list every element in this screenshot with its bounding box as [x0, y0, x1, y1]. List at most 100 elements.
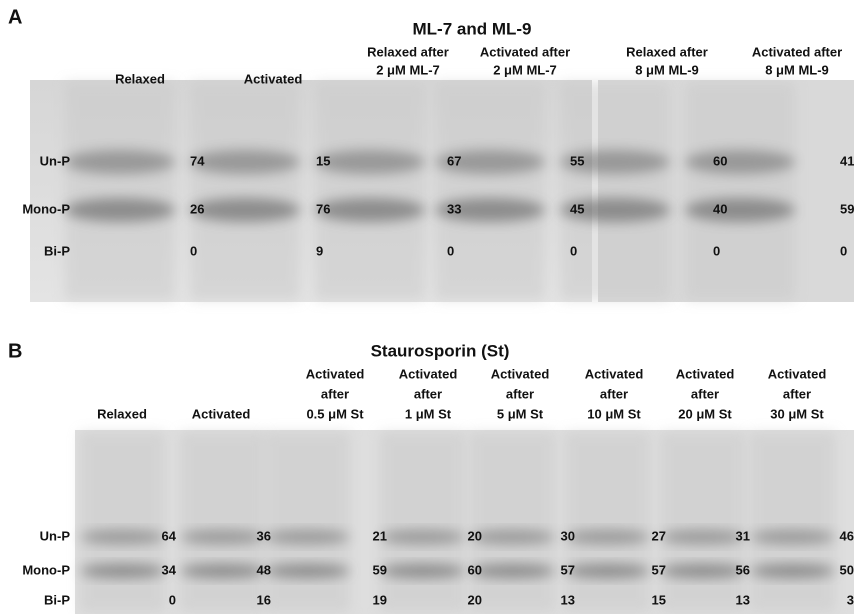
- panel-title: Staurosporin (St): [371, 341, 510, 360]
- gel-band: [750, 530, 835, 544]
- gel-band: [265, 564, 350, 578]
- gel-band: [265, 530, 350, 544]
- gel-lane: [315, 82, 425, 300]
- percentage: 13: [561, 592, 575, 607]
- row-label: Un-P: [40, 528, 71, 543]
- gel-lane: [565, 432, 650, 612]
- lane-header: after: [414, 386, 442, 401]
- panel-label: A: [8, 6, 22, 28]
- gel-band: [380, 530, 465, 544]
- lane-header: 30 μM St: [770, 406, 824, 421]
- gel-band: [190, 150, 300, 174]
- gel-band: [65, 198, 175, 222]
- percentage: 0: [570, 243, 577, 258]
- percentage: 15: [316, 153, 330, 168]
- percentage: 0: [169, 592, 176, 607]
- gel-lane: [380, 432, 465, 612]
- lane-header: Activated: [491, 366, 550, 381]
- percentage: 57: [561, 562, 575, 577]
- row-label: Un-P: [40, 153, 71, 168]
- lane-header: 10 μM St: [587, 406, 641, 421]
- lane-header: Relaxed after: [367, 44, 449, 59]
- row-label: Mono-P: [22, 201, 70, 216]
- gel-band: [660, 564, 745, 578]
- percentage: 0: [447, 243, 454, 258]
- percentage: 67: [447, 153, 461, 168]
- percentage: 13: [736, 592, 750, 607]
- gel-lane: [470, 432, 555, 612]
- percentage: 60: [468, 562, 482, 577]
- percentage: 64: [162, 528, 177, 543]
- gel-lane: [660, 432, 745, 612]
- lane-header: after: [600, 386, 628, 401]
- lane-header: Activated: [768, 366, 827, 381]
- lane-header: after: [691, 386, 719, 401]
- gel-band: [315, 150, 425, 174]
- lane-header: 2 μM ML-7: [493, 62, 557, 77]
- lane-header: after: [321, 386, 349, 401]
- lane-header: Relaxed: [115, 71, 165, 86]
- gel-lane: [560, 82, 670, 300]
- lane-header: Activated after: [752, 44, 842, 59]
- percentage: 16: [257, 592, 271, 607]
- gel-lane: [180, 432, 265, 612]
- gel-band: [470, 564, 555, 578]
- gel-band: [565, 564, 650, 578]
- gel-lane: [65, 82, 175, 300]
- lane-header: Activated: [399, 366, 458, 381]
- percentage: 59: [840, 201, 854, 216]
- gel-band: [470, 530, 555, 544]
- percentage: 27: [652, 528, 666, 543]
- percentage: 21: [373, 528, 387, 543]
- lane-header: 0.5 μM St: [306, 406, 364, 421]
- gel-band: [660, 530, 745, 544]
- percentage: 74: [190, 153, 205, 168]
- row-label: Bi-P: [44, 243, 70, 258]
- page: AML-7 and ML-9Un-PMono-PBi-PRelaxed74260…: [0, 0, 854, 614]
- gel-band: [80, 564, 165, 578]
- gel-lane: [750, 432, 835, 612]
- lane-header: Relaxed: [97, 406, 147, 421]
- percentage: 41: [840, 153, 854, 168]
- row-label: Bi-P: [44, 592, 70, 607]
- percentage: 26: [190, 201, 204, 216]
- lane-header: 2 μM ML-7: [376, 62, 440, 77]
- row-label: Mono-P: [22, 562, 70, 577]
- percentage: 76: [316, 201, 330, 216]
- percentage: 19: [373, 592, 387, 607]
- lane-header: Activated: [244, 71, 303, 86]
- percentage: 0: [840, 243, 847, 258]
- lane-header: Activated: [585, 366, 644, 381]
- gel-lane: [190, 82, 300, 300]
- percentage: 33: [447, 201, 461, 216]
- lane-header: 8 μM ML-9: [765, 62, 829, 77]
- gel-band: [565, 530, 650, 544]
- percentage: 45: [570, 201, 584, 216]
- percentage: 0: [190, 243, 197, 258]
- percentage: 56: [736, 562, 750, 577]
- percentage: 15: [652, 592, 666, 607]
- lane-header: Activated: [192, 406, 251, 421]
- gel-band: [80, 530, 165, 544]
- panel-label: B: [8, 340, 22, 362]
- lane-header: 8 μM ML-9: [635, 62, 699, 77]
- percentage: 20: [468, 592, 482, 607]
- percentage: 20: [468, 528, 482, 543]
- lane-header: Relaxed after: [626, 44, 708, 59]
- percentage: 34: [162, 562, 177, 577]
- percentage: 59: [373, 562, 387, 577]
- lane-header: after: [783, 386, 811, 401]
- percentage: 48: [257, 562, 271, 577]
- percentage: 3: [847, 592, 854, 607]
- gel-band: [685, 198, 795, 222]
- gel-lane: [685, 82, 795, 300]
- gel-band: [180, 530, 265, 544]
- lane-header: Activated: [306, 366, 365, 381]
- percentage: 46: [840, 528, 854, 543]
- percentage: 60: [713, 153, 727, 168]
- figure: AML-7 and ML-9Un-PMono-PBi-PRelaxed74260…: [0, 0, 854, 614]
- gel-lane: [435, 82, 545, 300]
- gel-band: [180, 564, 265, 578]
- gel-band: [750, 564, 835, 578]
- gel-band: [380, 564, 465, 578]
